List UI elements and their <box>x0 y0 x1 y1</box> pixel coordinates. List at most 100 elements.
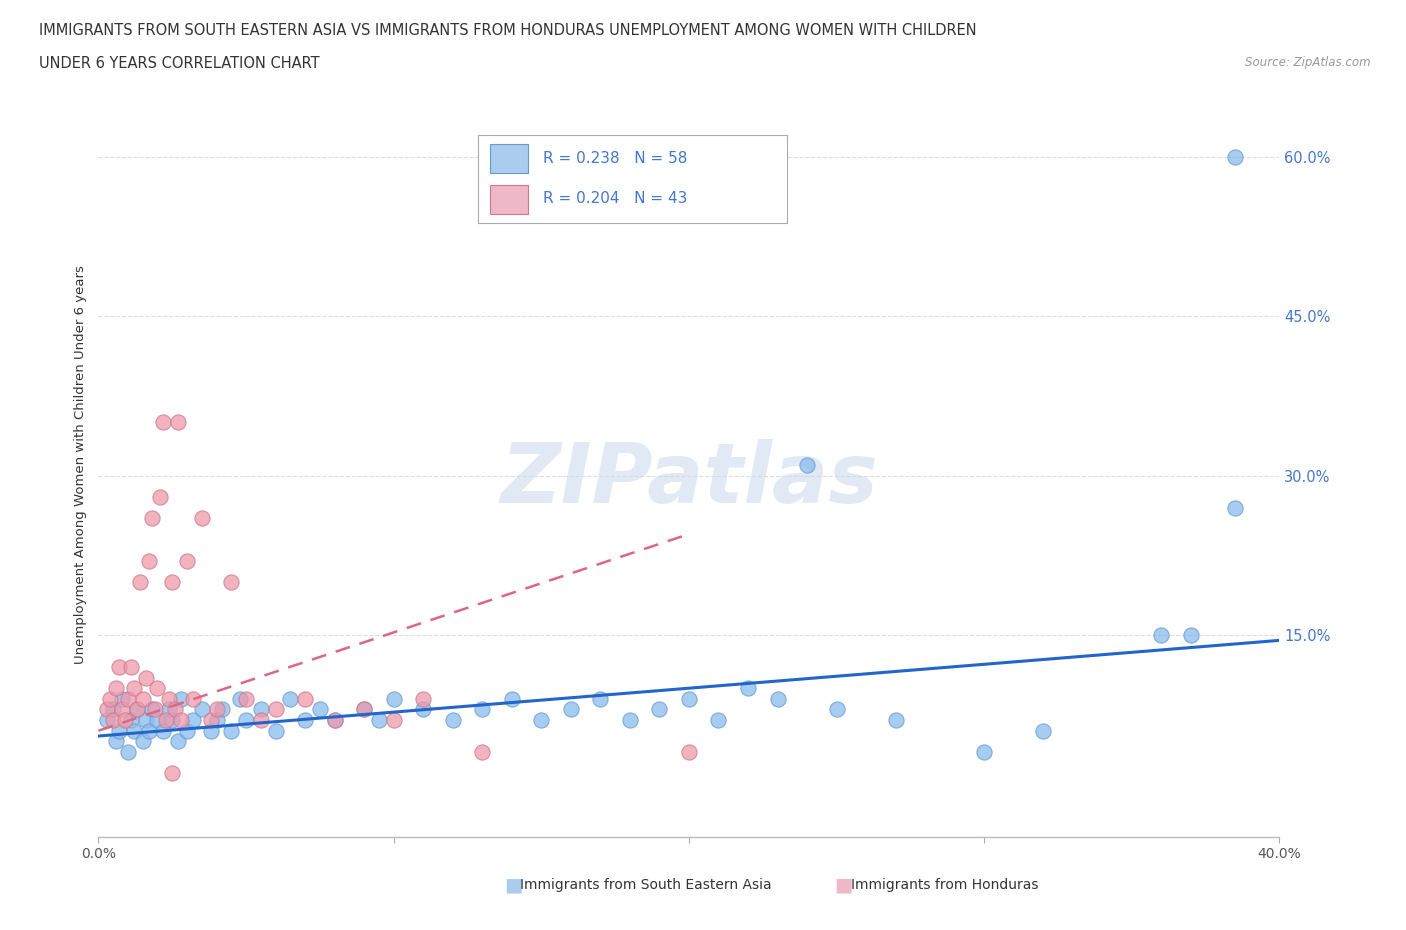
Point <box>170 691 193 706</box>
Point <box>560 702 582 717</box>
Point <box>141 702 163 717</box>
Point <box>111 691 134 706</box>
Point <box>309 702 332 717</box>
Point <box>501 691 523 706</box>
Point <box>205 712 228 727</box>
Point <box>152 724 174 738</box>
Point <box>120 659 142 674</box>
Point <box>138 553 160 568</box>
Point <box>135 712 157 727</box>
Point <box>323 712 346 727</box>
Point <box>165 702 187 717</box>
Point <box>471 702 494 717</box>
Point <box>737 681 759 696</box>
Point <box>181 691 204 706</box>
Point <box>382 691 405 706</box>
Point <box>141 511 163 525</box>
Bar <box>491 185 527 215</box>
Point <box>250 712 273 727</box>
Point <box>678 691 700 706</box>
Point <box>471 745 494 760</box>
Point <box>589 691 612 706</box>
Point <box>96 712 118 727</box>
Point <box>117 745 139 760</box>
Point <box>167 734 190 749</box>
Point <box>368 712 391 727</box>
Point <box>105 681 128 696</box>
Y-axis label: Unemployment Among Women with Children Under 6 years: Unemployment Among Women with Children U… <box>75 266 87 664</box>
Point <box>235 712 257 727</box>
Point <box>176 724 198 738</box>
Point <box>264 702 287 717</box>
Point <box>264 724 287 738</box>
Text: UNDER 6 YEARS CORRELATION CHART: UNDER 6 YEARS CORRELATION CHART <box>39 56 321 71</box>
Point <box>176 553 198 568</box>
Point <box>278 691 302 706</box>
Point <box>152 415 174 430</box>
Point <box>219 724 242 738</box>
Point <box>884 712 907 727</box>
Text: Source: ZipAtlas.com: Source: ZipAtlas.com <box>1246 56 1371 69</box>
Point <box>191 702 214 717</box>
Point <box>96 702 118 717</box>
Point <box>1223 150 1246 165</box>
Point <box>162 765 183 780</box>
Point <box>111 702 134 717</box>
Point <box>98 691 121 706</box>
Text: ■: ■ <box>834 876 853 895</box>
Text: Immigrants from South Eastern Asia: Immigrants from South Eastern Asia <box>520 878 772 893</box>
Point <box>181 712 204 727</box>
Text: R = 0.204   N = 43: R = 0.204 N = 43 <box>543 192 688 206</box>
Point <box>1223 500 1246 515</box>
Point <box>441 712 464 727</box>
Point <box>162 575 183 590</box>
Point <box>678 745 700 760</box>
Point <box>205 702 228 717</box>
Point <box>122 681 145 696</box>
Point <box>167 415 190 430</box>
Point <box>122 724 145 738</box>
Point <box>250 702 273 717</box>
Text: ZIPatlas: ZIPatlas <box>501 439 877 521</box>
Text: IMMIGRANTS FROM SOUTH EASTERN ASIA VS IMMIGRANTS FROM HONDURAS UNEMPLOYMENT AMON: IMMIGRANTS FROM SOUTH EASTERN ASIA VS IM… <box>39 23 977 38</box>
Point <box>132 734 155 749</box>
Point <box>155 712 177 727</box>
Point <box>149 489 172 504</box>
Point <box>353 702 375 717</box>
Point <box>108 659 131 674</box>
Point <box>162 712 183 727</box>
Point <box>766 691 789 706</box>
Point <box>108 724 131 738</box>
Point <box>157 691 180 706</box>
Point <box>229 691 252 706</box>
Point <box>200 724 222 738</box>
Point <box>128 575 150 590</box>
Bar <box>491 144 527 173</box>
Point <box>117 691 139 706</box>
Point <box>103 712 125 727</box>
Point <box>146 712 169 727</box>
Text: R = 0.238   N = 58: R = 0.238 N = 58 <box>543 151 688 166</box>
Point <box>143 702 166 717</box>
Point <box>1180 628 1202 643</box>
Point <box>707 712 730 727</box>
Point <box>382 712 405 727</box>
Point <box>619 712 641 727</box>
Point <box>120 712 142 727</box>
Point <box>146 681 169 696</box>
Point <box>648 702 671 717</box>
Point <box>530 712 553 727</box>
Point <box>135 671 157 685</box>
Point <box>323 712 346 727</box>
Text: Immigrants from Honduras: Immigrants from Honduras <box>851 878 1038 893</box>
Point <box>132 691 155 706</box>
Point <box>412 691 434 706</box>
Point <box>1150 628 1173 643</box>
Point <box>138 724 160 738</box>
Point <box>211 702 233 717</box>
Point <box>125 702 148 717</box>
Point <box>157 702 180 717</box>
Text: ■: ■ <box>503 876 523 895</box>
Point <box>973 745 995 760</box>
Point <box>353 702 375 717</box>
